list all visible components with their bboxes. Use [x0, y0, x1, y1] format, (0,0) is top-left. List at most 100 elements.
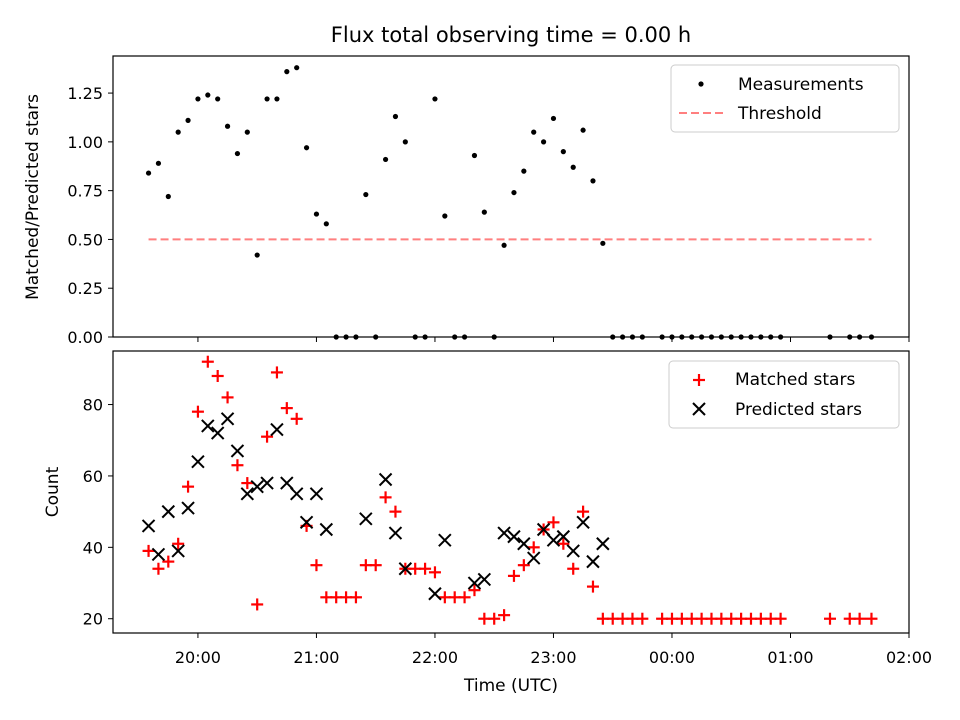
measurement-point: [363, 191, 369, 198]
predicted-star-point: [181, 501, 195, 515]
matched-star-point: [379, 491, 392, 504]
predicted-star-point: [289, 487, 304, 501]
matched-star-point: [823, 612, 836, 625]
measurement-point: [185, 117, 191, 123]
measurement-point: [195, 96, 201, 102]
count-plot-area: [141, 355, 878, 625]
count-panel: 20 40 60 80 20:00 21:00 22:00 23:00 00:00 01:00 0…: [43, 350, 932, 696]
x-axis-label: Time (UTC): [463, 676, 558, 696]
matched-star-point: [567, 562, 580, 575]
predicted-star-point: [536, 522, 551, 537]
predicted-star-point: [171, 544, 185, 558]
matched-star-point: [498, 609, 511, 622]
matched-star-point: [241, 477, 254, 490]
count-legend-predicted-label: Predicted stars: [735, 400, 862, 420]
measurement-point: [550, 115, 557, 122]
matched-star-point: [774, 612, 787, 625]
count-y-axis-label: Count: [43, 466, 63, 517]
matched-star-point: [557, 537, 570, 550]
count-x-tick-label: 22:00: [412, 648, 458, 667]
ratio-chart-title: Flux total observing time = 0.00 h: [331, 23, 691, 47]
predicted-star-point: [280, 476, 294, 490]
ratio-y-tick-label: 1.00: [67, 133, 103, 152]
measurement-point: [294, 65, 300, 71]
matched-star-point: [419, 562, 432, 575]
matched-star-point: [507, 569, 520, 582]
predicted-star-point: [527, 551, 541, 565]
ratio-axes-frame: [112, 55, 910, 338]
measurement-point: [303, 145, 310, 151]
predicted-star-point: [428, 587, 442, 601]
predicted-star-point: [497, 526, 511, 540]
measurement-point: [531, 129, 537, 135]
matched-star-point: [310, 559, 323, 572]
predicted-star-point: [270, 422, 284, 437]
predicted-star-point: [151, 547, 166, 562]
count-x-ticks: 20:00 21:00 22:00 23:00 00:00 01:00 02:00: [175, 633, 932, 667]
measurement-point: [590, 178, 596, 184]
predicted-star-point: [556, 529, 571, 544]
predicted-star-point: [586, 554, 600, 569]
predicted-star-point: [467, 576, 482, 590]
matched-star-point: [290, 412, 303, 425]
predicted-star-point: [299, 515, 314, 530]
matched-star-point: [191, 405, 204, 418]
ratio-legend-threshold-label: Threshold: [737, 104, 822, 124]
predicted-star-point: [319, 522, 334, 537]
measurement-point: [600, 240, 606, 246]
measurement-point: [254, 252, 260, 258]
matched-star-point: [577, 505, 590, 518]
matched-star-point: [231, 459, 244, 472]
ratio-y-tick-label: 0.50: [67, 230, 103, 249]
measurement-point: [570, 164, 576, 170]
count-legend-matched-label: Matched stars: [735, 370, 855, 390]
predicted-star-point: [201, 419, 215, 433]
count-x-tick-label: 01:00: [767, 648, 813, 667]
matched-star-point: [221, 391, 234, 404]
matched-star-point: [261, 430, 274, 443]
measurement-point: [471, 152, 478, 159]
matched-star-point: [853, 612, 866, 625]
measurement-point: [284, 69, 290, 75]
measurement-point: [540, 139, 547, 145]
count-legend-matched-marker: [693, 374, 705, 386]
predicted-star-point: [191, 454, 205, 469]
matched-star-point: [211, 369, 224, 382]
matched-star-point: [865, 612, 878, 625]
count-axes-frame: [112, 350, 910, 634]
ratio-legend-measurements-label: Measurements: [738, 75, 864, 95]
measurement-point: [234, 150, 241, 157]
count-y-tick-label: 80: [83, 396, 103, 415]
measurement-point: [155, 160, 162, 166]
count-y-tick-label: 40: [83, 538, 103, 557]
count-x-tick-label: 21:00: [293, 648, 339, 667]
predicted-star-point: [596, 537, 610, 551]
count-legend: Matched stars Predicted stars: [668, 360, 900, 429]
measurement-point: [224, 123, 231, 129]
ratio-legend-measurements-marker: [698, 81, 704, 87]
measurement-point: [175, 129, 181, 135]
matched-star-point: [182, 480, 195, 493]
predicted-star-point: [141, 519, 156, 533]
matched-star-point: [280, 402, 293, 415]
matched-star-point: [369, 559, 382, 572]
measurement-point: [560, 149, 566, 155]
predicted-star-point: [210, 426, 225, 440]
count-x-tick-label: 23:00: [530, 648, 576, 667]
ratio-y-tick-label: 0.25: [67, 279, 103, 298]
count-y-tick-label: 20: [83, 610, 103, 629]
count-x-tick-label: 00:00: [649, 648, 695, 667]
predicted-star-point: [260, 476, 274, 490]
predicted-star-point: [438, 533, 452, 547]
measurement-point: [274, 96, 280, 102]
matched-star-point: [270, 366, 283, 379]
matched-star-point: [586, 580, 599, 593]
count-x-tick-label: 20:00: [175, 648, 221, 667]
ratio-plot-area: [145, 65, 875, 340]
predicted-star-point: [240, 487, 255, 501]
measurement-point: [145, 170, 152, 176]
matched-star-point: [142, 544, 155, 557]
measurement-point: [501, 242, 507, 248]
matched-star-point: [349, 591, 362, 604]
